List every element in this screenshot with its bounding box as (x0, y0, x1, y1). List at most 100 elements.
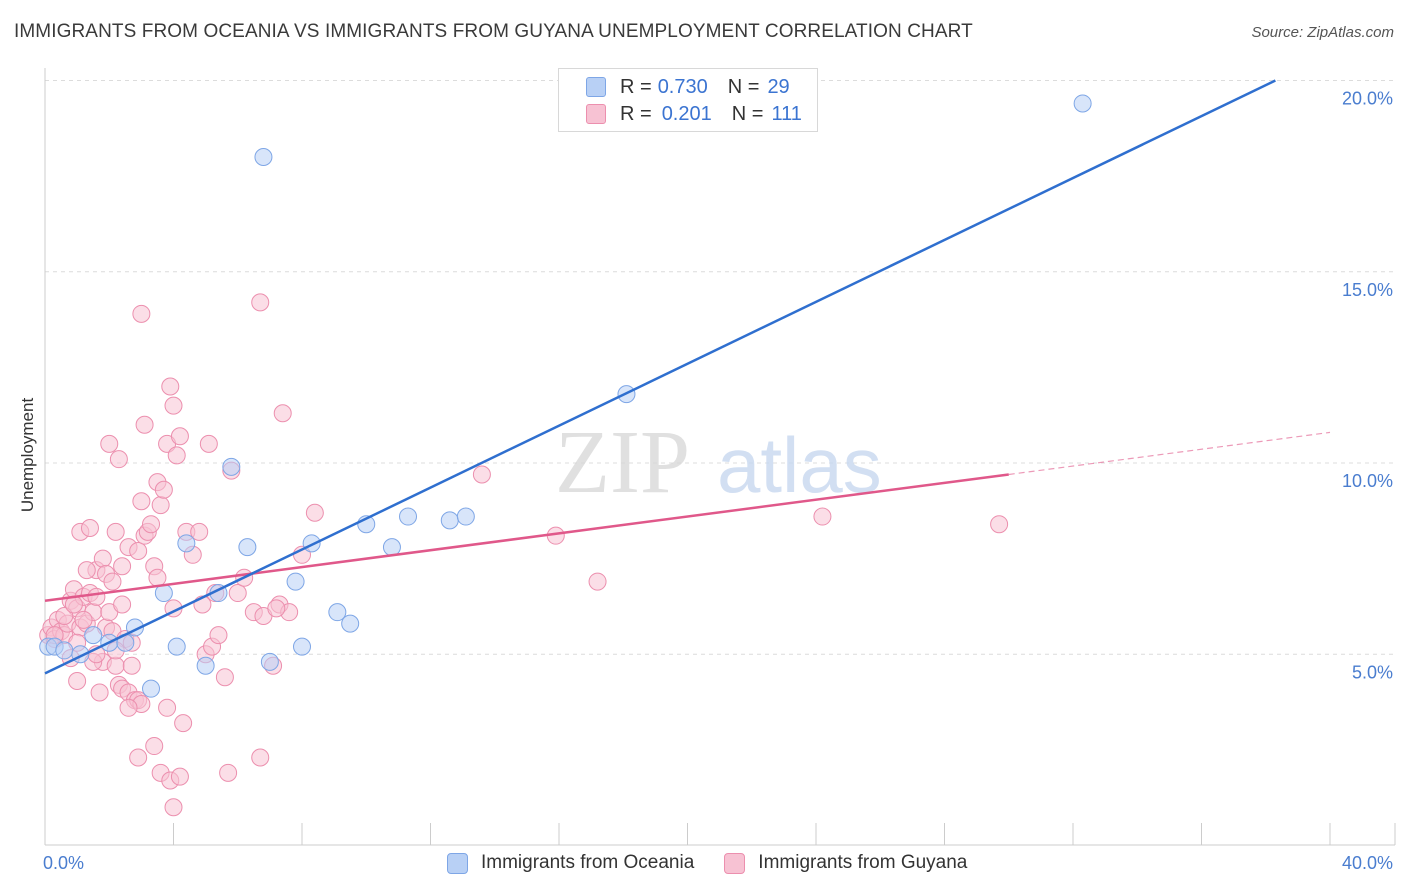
point-guyana (129, 748, 148, 767)
point-oceania (254, 148, 273, 166)
point-guyana (113, 595, 132, 614)
point-oceania (341, 614, 360, 633)
point-guyana (80, 519, 99, 538)
trend-line-guyana (44, 473, 1009, 602)
point-oceania (286, 572, 305, 591)
point-guyana (68, 672, 87, 691)
point-guyana (132, 492, 151, 511)
y-tick-label: 15.0% (1342, 280, 1393, 300)
point-guyana (109, 450, 128, 469)
correlation-legend: R = 0.730 N = 29 R = 0.201 N = 111 (558, 68, 818, 132)
point-guyana (119, 698, 138, 717)
point-guyana (588, 572, 607, 591)
point-guyana (215, 668, 234, 687)
point-guyana (273, 404, 292, 423)
point-guyana (154, 480, 173, 499)
source-credit: Source: ZipAtlas.com (1251, 24, 1394, 41)
point-guyana (132, 304, 151, 323)
point-guyana (158, 698, 177, 717)
axes (44, 68, 1396, 846)
chart-title: IMMIGRANTS FROM OCEANIA VS IMMIGRANTS FR… (14, 21, 973, 42)
point-guyana (135, 415, 154, 434)
point-oceania (260, 652, 279, 671)
point-guyana (145, 737, 164, 756)
tick-labels: 5.0% 10.0% 15.0% 20.0% 0.0% 40.0% (43, 89, 1393, 874)
point-guyana (164, 798, 183, 817)
series-guyana-points (39, 293, 1009, 817)
point-guyana (990, 515, 1009, 534)
point-guyana (87, 587, 106, 606)
point-guyana (122, 656, 141, 675)
series-oceania-points (39, 94, 1092, 698)
point-oceania (84, 626, 103, 645)
legend-n-value: 111 (771, 102, 802, 125)
point-guyana (199, 434, 218, 453)
legend-label-guyana: Immigrants from Guyana (758, 852, 968, 873)
legend-r-label: R = (620, 75, 652, 98)
point-guyana (90, 683, 109, 702)
point-guyana (209, 626, 228, 645)
legend-swatch-guyana (586, 104, 606, 124)
point-oceania (456, 507, 475, 526)
point-oceania (328, 603, 347, 622)
point-guyana (74, 610, 93, 629)
point-guyana (106, 522, 125, 541)
point-oceania (177, 534, 196, 553)
legend-r-value: 0.730 (657, 75, 708, 98)
legend-swatch-oceania (447, 852, 468, 874)
point-guyana (305, 503, 324, 522)
point-guyana (161, 377, 180, 396)
point-oceania (440, 511, 459, 530)
legend-item-oceania[interactable]: Immigrants from Oceania (447, 852, 694, 874)
point-oceania (238, 538, 257, 557)
legend-row-oceania: R = 0.730 N = 29 (559, 74, 790, 100)
trend-lines (44, 79, 1331, 675)
point-guyana (151, 496, 170, 515)
y-tick-label: 20.0% (1342, 89, 1393, 109)
point-guyana (100, 434, 119, 453)
point-guyana (106, 656, 125, 675)
legend-item-guyana[interactable]: Immigrants from Guyana (724, 852, 967, 874)
point-guyana (103, 572, 122, 591)
y-tick-label: 5.0% (1352, 662, 1393, 682)
watermark-zip: ZIP (555, 413, 690, 512)
point-guyana (190, 522, 209, 541)
point-guyana (472, 465, 491, 484)
point-guyana (148, 568, 167, 587)
legend-swatch-oceania (586, 77, 606, 97)
point-oceania (222, 457, 241, 476)
point-oceania (55, 641, 74, 660)
legend-n-label: N = (727, 75, 760, 98)
watermark: ZIP atlas (555, 413, 882, 512)
legend-n-value: 29 (767, 75, 790, 98)
point-guyana (164, 396, 183, 415)
point-oceania (167, 637, 186, 656)
point-guyana (113, 557, 132, 576)
y-tick-label: 10.0% (1342, 471, 1393, 491)
point-guyana (228, 584, 247, 603)
point-guyana (813, 507, 832, 526)
point-oceania (382, 538, 401, 557)
x-tick-label: 0.0% (43, 853, 84, 873)
point-guyana (219, 763, 238, 782)
point-oceania (142, 679, 161, 698)
point-guyana (251, 293, 270, 312)
point-oceania (293, 637, 311, 656)
point-oceania (1073, 94, 1092, 113)
point-guyana (251, 748, 270, 767)
watermark-atlas: atlas (717, 421, 882, 509)
point-guyana (77, 561, 96, 580)
point-guyana (93, 549, 112, 568)
point-oceania (196, 656, 215, 675)
series-legend: Immigrants from Oceania Immigrants from … (447, 852, 997, 874)
legend-r-value: 0.201 (661, 102, 712, 125)
point-guyana (267, 599, 286, 618)
legend-swatch-guyana (724, 852, 746, 874)
point-guyana (167, 446, 186, 465)
legend-row-guyana: R = 0.201 N = 111 (559, 101, 802, 127)
legend-r-label: R = (620, 102, 652, 125)
point-guyana (174, 714, 193, 733)
x-tick-label: 40.0% (1342, 853, 1393, 873)
point-guyana (129, 541, 148, 560)
